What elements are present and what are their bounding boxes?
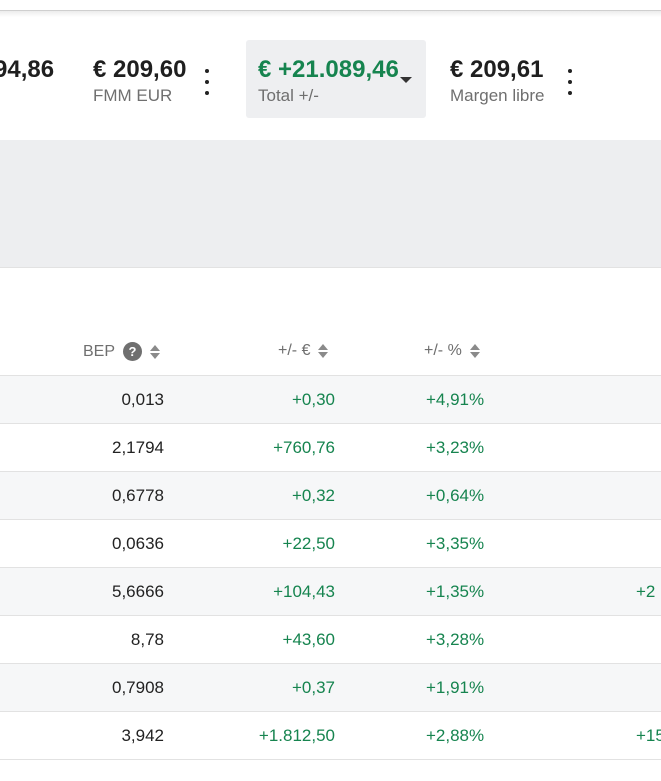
table-header: BEP ? +/- € +/- % (0, 328, 661, 375)
divider (0, 759, 661, 760)
more-options-icon[interactable] (565, 69, 575, 95)
summary-label: Total +/- (258, 86, 319, 105)
bep-cell: 8,78 (130, 630, 164, 649)
summary-value: € +21.089,46 (258, 56, 399, 83)
summary-label: Margen libre (450, 86, 545, 105)
summary-value: € 209,61 (450, 56, 544, 83)
column-header-label: +/- % (424, 342, 462, 359)
pct-change-cell: +0,64% (426, 486, 485, 505)
summary-label: FMM EUR (93, 86, 173, 105)
pct-change-cell: +3,23% (426, 438, 485, 457)
bep-cell: 5,6666 (112, 582, 164, 601)
top-border (0, 10, 661, 11)
bep-cell: 0,013 (121, 390, 164, 409)
bep-cell: 0,7908 (112, 678, 164, 697)
pct-change-cell: +3,28% (426, 630, 485, 649)
help-icon[interactable]: ? (123, 342, 143, 361)
bep-cell: 0,6778 (112, 486, 164, 505)
portfolio-summary: 94,86 € 209,60 FMM EUR € +21.089,46 Tota… (0, 40, 661, 120)
abs-change-cell: +22,50 (282, 534, 335, 553)
table-row[interactable]: 8,78 +43,60 +3,28% (0, 615, 661, 663)
caret-down-icon[interactable] (400, 77, 412, 83)
table-row[interactable]: 3,942 +1.812,50 +2,88% +15 (0, 711, 661, 759)
pct-change-cell: +1,35% (426, 582, 485, 601)
column-header-abs[interactable]: +/- € (278, 342, 329, 360)
column-header-label: +/- € (278, 342, 311, 359)
pct-change-cell: +4,91% (426, 390, 485, 409)
abs-change-cell: +43,60 (282, 630, 335, 649)
extra-cell: +15 (636, 726, 661, 745)
sort-icon[interactable] (318, 343, 329, 359)
sort-icon[interactable] (469, 343, 481, 359)
abs-change-cell: +1.812,50 (258, 726, 335, 745)
divider (0, 267, 661, 268)
summary-metric-total-selector[interactable]: € +21.089,46 Total +/- (246, 40, 426, 118)
bep-cell: 3,942 (121, 726, 164, 745)
table-row[interactable]: 0,013 +0,30 +4,91% (0, 375, 661, 423)
more-options-icon[interactable] (202, 69, 212, 95)
pct-change-cell: +1,91% (426, 678, 485, 697)
summary-value: € 209,60 (93, 56, 187, 83)
column-header-label: BEP (83, 342, 116, 360)
column-header-bep[interactable]: BEP ? (83, 342, 161, 361)
column-header-pct[interactable]: +/- % (424, 342, 481, 360)
abs-change-cell: +104,43 (273, 582, 335, 601)
table-row[interactable]: 2,1794 +760,76 +3,23% (0, 423, 661, 471)
bep-cell: 2,1794 (112, 438, 164, 457)
abs-change-cell: +0,32 (291, 486, 335, 505)
chart-band (0, 140, 661, 267)
top-shadow (0, 11, 661, 17)
abs-change-cell: +760,76 (273, 438, 335, 457)
summary-value: 94,86 (0, 56, 55, 83)
table-row[interactable]: 0,0636 +22,50 +3,35% (0, 519, 661, 567)
bep-cell: 0,0636 (112, 534, 164, 553)
sort-icon[interactable] (150, 344, 161, 360)
pct-change-cell: +2,88% (426, 726, 485, 745)
table-row[interactable]: 0,7908 +0,37 +1,91% (0, 663, 661, 711)
extra-cell: +2 (636, 582, 656, 601)
abs-change-cell: +0,30 (291, 390, 335, 409)
pct-change-cell: +3,35% (426, 534, 485, 553)
abs-change-cell: +0,37 (291, 678, 335, 697)
table-row[interactable]: 5,6666 +104,43 +1,35% +2 (0, 567, 661, 615)
table-row[interactable]: 0,6778 +0,32 +0,64% (0, 471, 661, 519)
